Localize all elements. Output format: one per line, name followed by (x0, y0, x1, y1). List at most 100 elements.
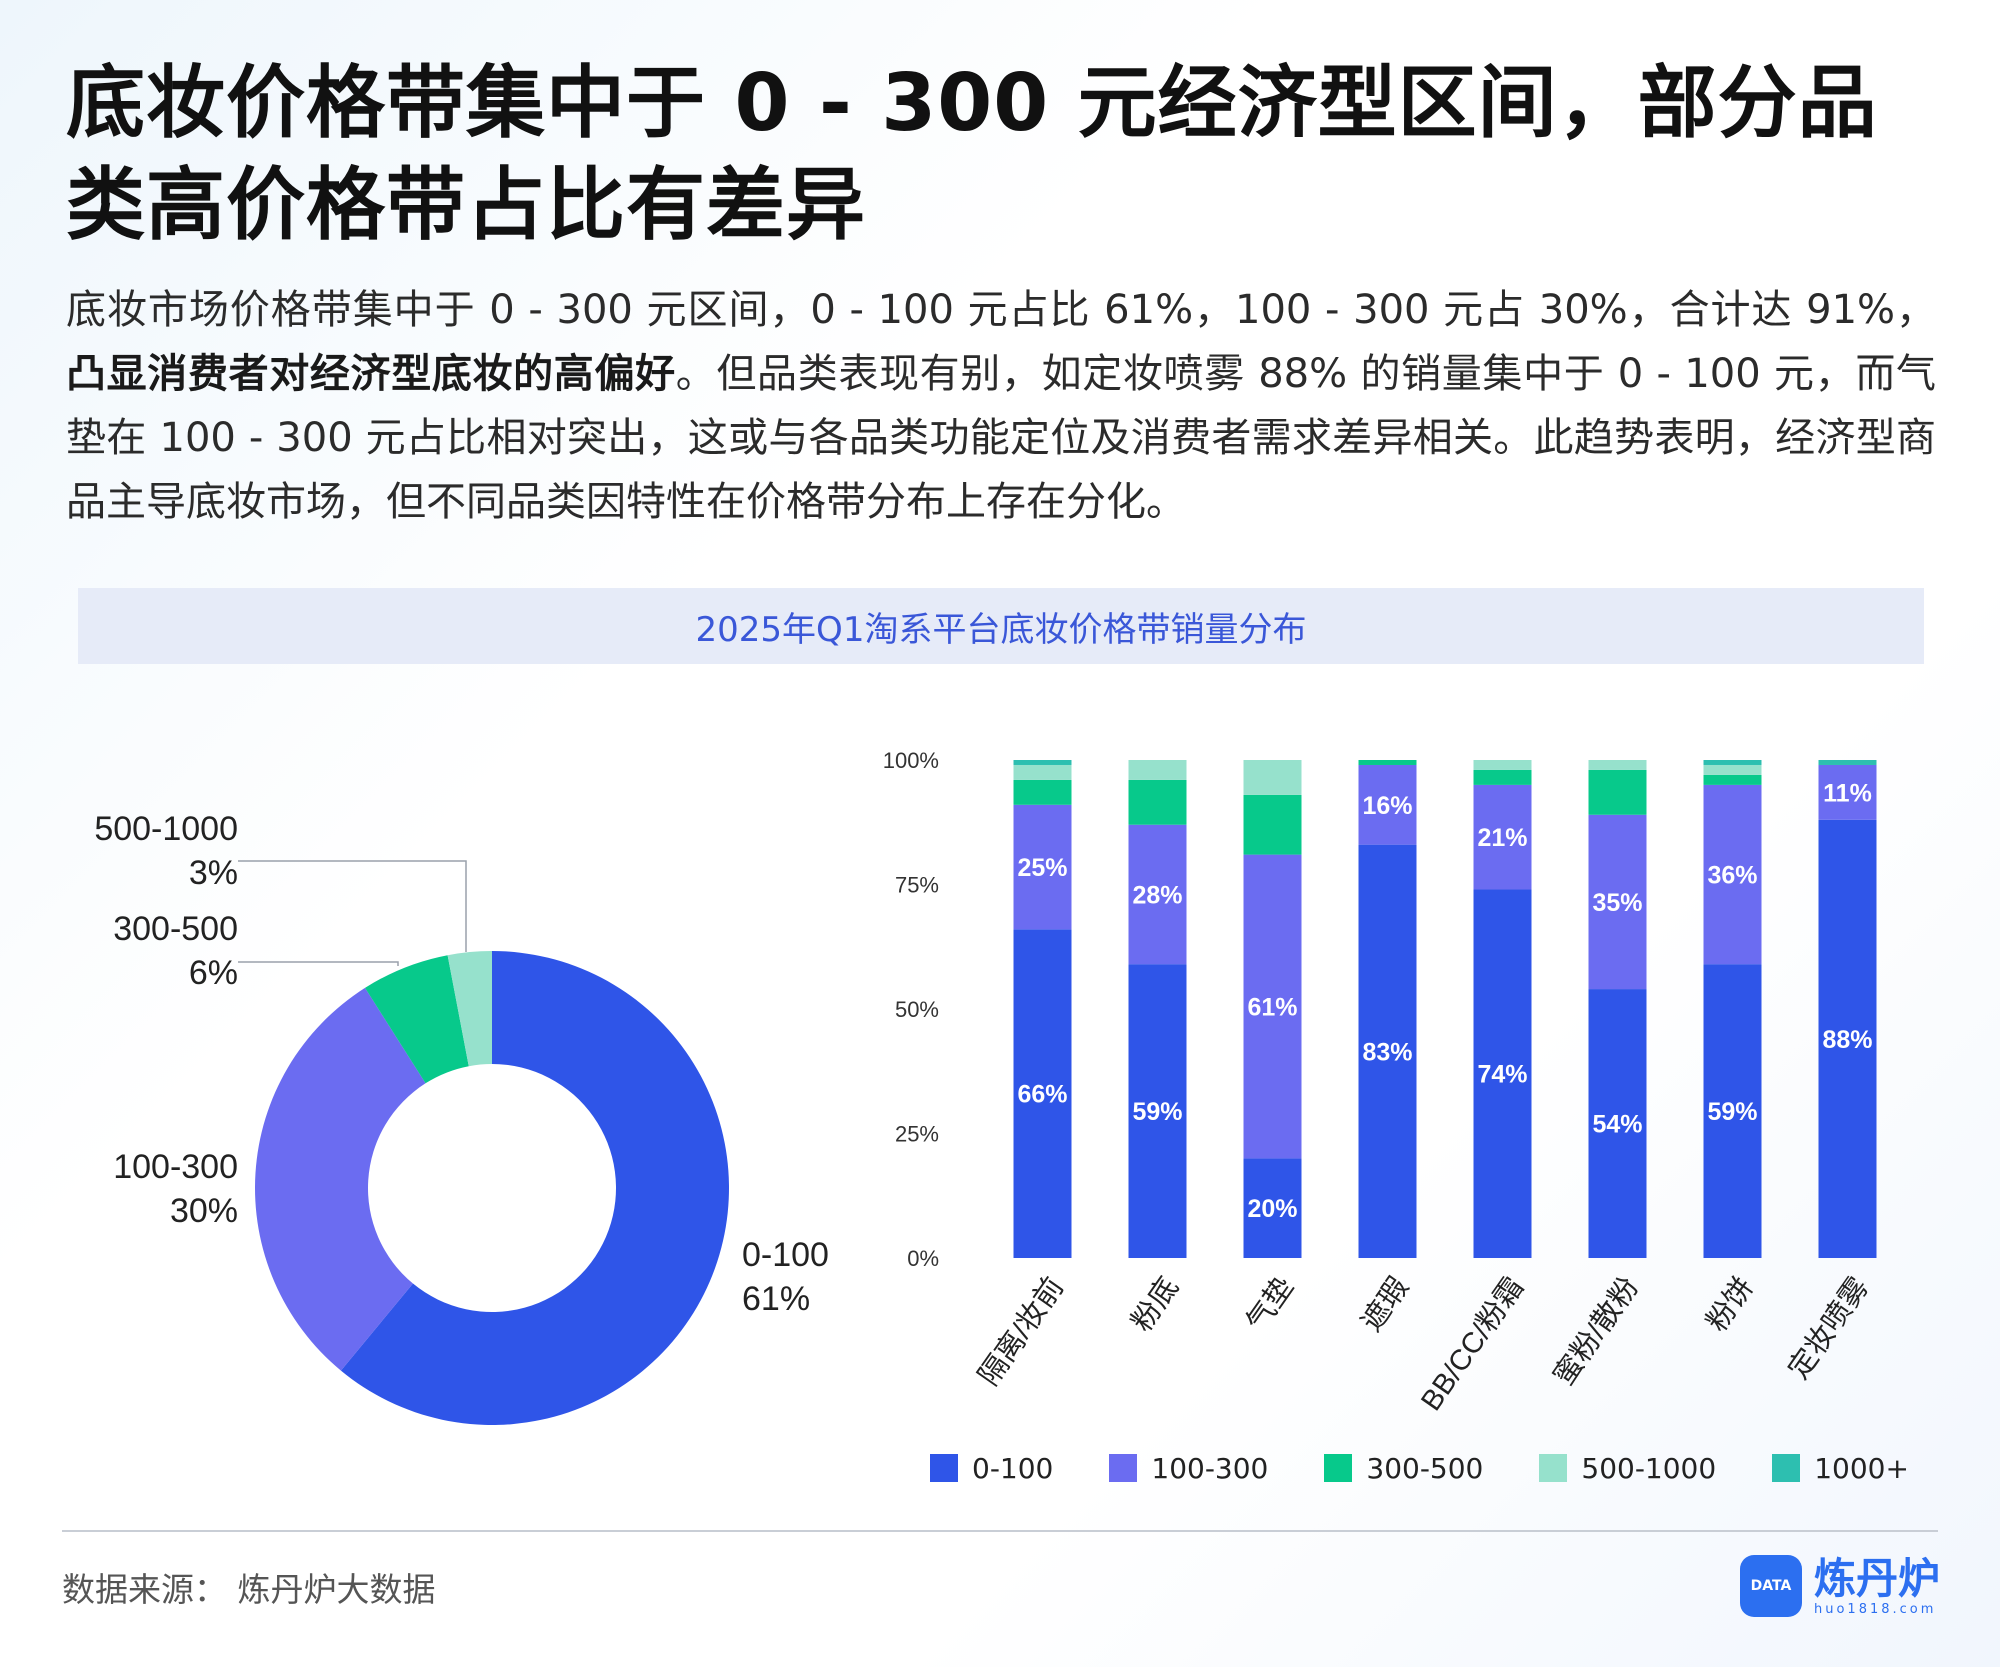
bar-segment-100-300 (1818, 764, 1877, 820)
legend-label: 500-1000 (1581, 1451, 1717, 1485)
bar-data-label: 11% (1823, 779, 1872, 807)
bar-segment-1000 (1703, 760, 1762, 765)
y-tick-label: 75% (895, 873, 939, 898)
legend-item-1000: 1000+ (1772, 1452, 1909, 1485)
legend-swatch (1109, 1454, 1138, 1482)
legend-item-500-1000: 500-1000 (1539, 1452, 1716, 1485)
donut-slice-300-500 (365, 955, 469, 1084)
y-tick-label: 25% (895, 1122, 939, 1147)
bar-segment-0-100 (1588, 989, 1647, 1258)
bar-segment-0-100 (1013, 929, 1072, 1258)
bar-segment-500-1000 (1703, 764, 1762, 775)
x-category-label: 隔离/妆前 (972, 1271, 1070, 1392)
donut-leader-500-1000 (238, 860, 467, 952)
footer-divider (62, 1530, 1938, 1532)
bar-segment-100-300 (1243, 854, 1302, 1159)
donut-slice-100-300 (254, 987, 426, 1371)
bar-segment-100-300 (1128, 824, 1187, 965)
stacked-bar-chart: 0% 25% 50% 75% 100% 66% 25% 隔离/妆前 59% 28% 粉底 20% 61%… (883, 748, 1877, 1417)
legend-item-0-100: 0-100 (930, 1452, 1053, 1485)
bar-data-label: 20% (1247, 1195, 1297, 1223)
x-category-label: 遮瑕 (1355, 1271, 1415, 1337)
donut-label-100-300: 100-300 (113, 1148, 238, 1186)
chart-title: 2025年Q1淘系平台底妆价格带销量分布 (695, 609, 1307, 650)
bar-data-label: 59% (1707, 1098, 1757, 1126)
x-category-label: 粉饼 (1700, 1271, 1760, 1337)
bar-data-label: 59% (1132, 1098, 1182, 1126)
bar-data-label: 25% (1017, 854, 1067, 882)
donut-label-500-1000: 500-1000 (94, 810, 238, 848)
page-title: 底妆价格带集中于 0 - 300 元经济型区间，部分品 类高价格带占比有差异 (66, 52, 1946, 256)
legend-swatch (1772, 1454, 1801, 1482)
bar-segment-0-100 (1128, 964, 1187, 1258)
y-tick-label: 100% (883, 748, 939, 773)
data-source: 数据来源： 炼丹炉大数据 (62, 1570, 436, 1609)
legend-label: 1000+ (1814, 1451, 1909, 1485)
bar-segment-300-500 (1588, 769, 1647, 815)
bar-data-label: 88% (1822, 1026, 1872, 1054)
donut-chart: 0-100 61% 100-300 30% 300-500 6% 500-1000 3% (94, 810, 829, 1425)
logo-name: 炼丹炉 (1814, 1553, 1941, 1603)
donut-value-500-1000: 3% (189, 854, 238, 892)
donut-slice-500-1000 (447, 951, 492, 1067)
description-part-1: 底妆市场价格带集中于 0 - 300 元区间，0 - 100 元占比 61%，1… (66, 287, 1936, 333)
legend-swatch (930, 1454, 958, 1482)
bar-segment-0-100 (1818, 819, 1877, 1258)
x-category-label: 定妆喷雾 (1782, 1271, 1876, 1385)
legend-item-300-500: 300-500 (1324, 1452, 1483, 1485)
bar-segment-100-300 (1358, 764, 1417, 845)
legend-item-100-300: 100-300 (1109, 1452, 1268, 1485)
bar-segment-500-1000 (1013, 764, 1072, 780)
bar-segment-300-500 (1703, 774, 1762, 785)
bar-data-label: 61% (1247, 994, 1297, 1022)
donut-slice-0-100 (340, 951, 729, 1425)
bar-segment-500-1000 (1128, 760, 1187, 780)
title-line-2: 类高价格带占比有差异 (66, 159, 866, 251)
bar-data-label: 74% (1477, 1061, 1527, 1089)
y-tick-label: 0% (907, 1246, 939, 1271)
donut-label-300-500: 300-500 (113, 910, 238, 948)
bar-data-label: 83% (1362, 1038, 1412, 1066)
bar-segment-100-300 (1473, 784, 1532, 890)
bar-data-label: 21% (1477, 824, 1527, 852)
chart-header: 2025年Q1淘系平台底妆价格带销量分布 (78, 588, 1924, 664)
description: 底妆市场价格带集中于 0 - 300 元区间，0 - 100 元占比 61%，1… (66, 278, 1936, 534)
bar-segment-0-100 (1473, 889, 1532, 1258)
bar-segment-1000 (1818, 760, 1877, 765)
description-part-2: 。但品类表现有别，如定妆喷雾 88% 的销量集中于 0 - 100 元，而气垫在… (66, 351, 1937, 525)
x-category-label: 蜜粉/散粉 (1547, 1271, 1645, 1392)
bar-segment-300-500 (1243, 794, 1302, 855)
bar-data-label: 28% (1132, 881, 1182, 909)
brand-logo: DATA 炼丹炉 huo1818.com (1740, 1555, 1940, 1617)
donut-value-100-300: 30% (170, 1192, 238, 1230)
bar-segment-0-100 (1243, 1158, 1302, 1258)
donut-value-300-500: 6% (189, 954, 238, 992)
logo-icon: DATA (1740, 1555, 1802, 1617)
chart-legend: 0-100 100-300 300-500 500-1000 1000+ (930, 1448, 1909, 1488)
bar-segment-100-300 (1013, 804, 1072, 930)
title-line-1: 底妆价格带集中于 0 - 300 元经济型区间，部分品 (66, 57, 1878, 149)
legend-label: 0-100 (972, 1451, 1054, 1485)
logo-text: 炼丹炉 huo1818.com (1814, 1553, 1941, 1617)
stacked-bar-panel: 0% 25% 50% 75% 100% 66% 25% 隔离/妆前 59% 28% 粉底 20% 61%… (880, 730, 2000, 1490)
donut-value-0-100: 61% (742, 1280, 810, 1318)
bar-segment-300-500 (1128, 779, 1187, 825)
bar-data-label: 66% (1017, 1081, 1067, 1109)
logo-url: huo1818.com (1814, 1601, 1937, 1617)
bar-segment-100-300 (1703, 784, 1762, 965)
donut-chart-panel: 0-100 61% 100-300 30% 300-500 6% 500-1000 3% (0, 700, 900, 1460)
bar-segment-500-1000 (1473, 760, 1532, 770)
donut-leader-300-500 (238, 961, 399, 966)
bar-data-label: 36% (1707, 862, 1757, 890)
bar-data-label: 35% (1592, 889, 1642, 917)
legend-label: 300-500 (1366, 1451, 1484, 1485)
donut-label-0-100: 0-100 (742, 1236, 829, 1274)
bar-segment-300-500 (1473, 769, 1532, 785)
bar-data-label: 54% (1592, 1111, 1642, 1139)
x-category-label: 粉底 (1125, 1271, 1185, 1337)
y-tick-label: 50% (895, 997, 939, 1022)
bar-segment-0-100 (1703, 964, 1762, 1258)
legend-swatch (1539, 1454, 1568, 1482)
bar-segment-300-500 (1358, 760, 1417, 765)
x-category-label: 气垫 (1240, 1271, 1300, 1337)
